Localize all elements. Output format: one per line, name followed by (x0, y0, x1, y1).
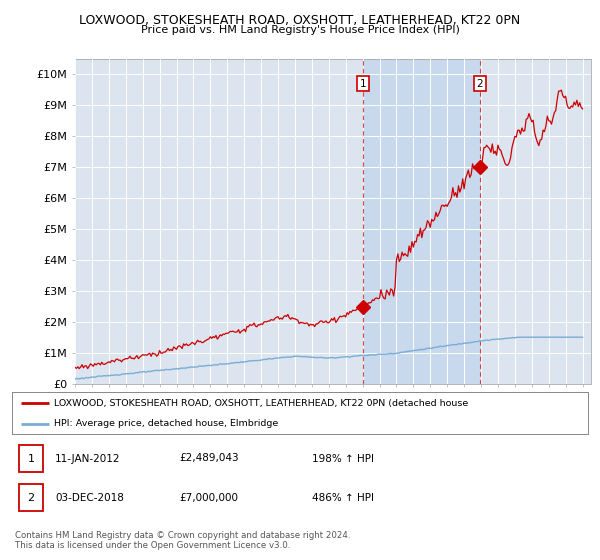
Text: 11-JAN-2012: 11-JAN-2012 (55, 454, 121, 464)
Text: 03-DEC-2018: 03-DEC-2018 (55, 493, 124, 502)
FancyBboxPatch shape (19, 484, 43, 511)
Text: 486% ↑ HPI: 486% ↑ HPI (311, 493, 374, 502)
Bar (363, 59, 479, 384)
Text: £7,000,000: £7,000,000 (179, 493, 238, 502)
FancyBboxPatch shape (19, 445, 43, 473)
Text: 198% ↑ HPI: 198% ↑ HPI (311, 454, 374, 464)
Text: Contains HM Land Registry data © Crown copyright and database right 2024.
This d: Contains HM Land Registry data © Crown c… (15, 531, 350, 550)
Text: 2: 2 (476, 78, 483, 88)
Text: 1: 1 (28, 454, 35, 464)
Text: LOXWOOD, STOKESHEATH ROAD, OXSHOTT, LEATHERHEAD, KT22 0PN (detached house: LOXWOOD, STOKESHEATH ROAD, OXSHOTT, LEAT… (54, 399, 468, 408)
Text: 2: 2 (28, 493, 35, 502)
Text: HPI: Average price, detached house, Elmbridge: HPI: Average price, detached house, Elmb… (54, 419, 278, 428)
Text: LOXWOOD, STOKESHEATH ROAD, OXSHOTT, LEATHERHEAD, KT22 0PN: LOXWOOD, STOKESHEATH ROAD, OXSHOTT, LEAT… (79, 14, 521, 27)
Text: £2,489,043: £2,489,043 (179, 454, 239, 464)
Text: 1: 1 (360, 78, 367, 88)
Text: Price paid vs. HM Land Registry's House Price Index (HPI): Price paid vs. HM Land Registry's House … (140, 25, 460, 35)
